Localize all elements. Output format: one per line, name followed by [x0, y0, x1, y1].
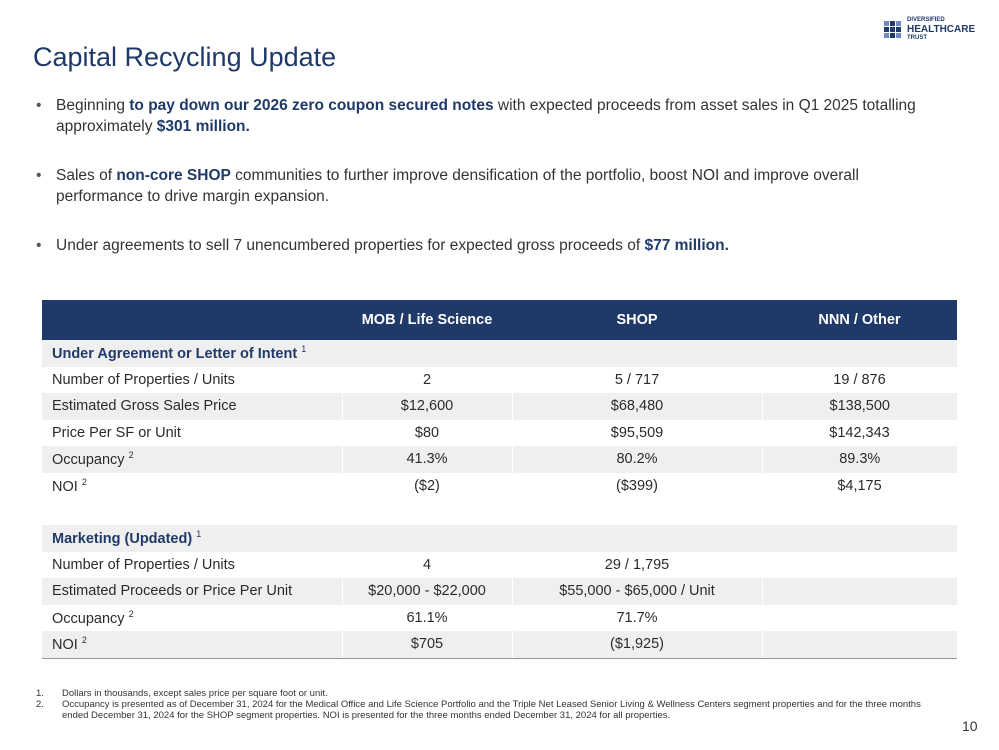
table-cell: 29 / 1,795 — [604, 556, 670, 573]
logo-line1: DIVERSIFIED — [907, 17, 945, 23]
table-row: Price Per SF or Unit $80 $95,509 $142,343 — [42, 420, 957, 447]
table-cell: 5 / 717 — [614, 371, 660, 388]
table-cell: $55,000 - $65,000 / Unit — [511, 578, 762, 605]
col-header-nnn: NNN / Other — [762, 300, 957, 340]
row-label: NOI 2 — [42, 631, 342, 659]
row-label: Estimated Gross Sales Price — [42, 393, 342, 420]
table-cell: $95,509 — [610, 424, 664, 441]
table-cell: ($399) — [616, 477, 658, 494]
table-cell: $705 — [341, 631, 512, 659]
table-cell — [761, 631, 957, 659]
table-cell: ($2) — [414, 477, 440, 494]
col-header-mob: MOB / Life Science — [342, 300, 512, 340]
table-cell — [762, 552, 957, 579]
col-header-shop: SHOP — [512, 300, 762, 340]
table-cell: $68,480 — [511, 393, 762, 420]
bullet-list: Beginning to pay down our 2026 zero coup… — [36, 95, 916, 284]
logo-mark-icon — [884, 21, 901, 38]
table-cell: 71.7% — [616, 609, 658, 626]
table-cell: $12,600 — [341, 393, 512, 420]
table-row: Number of Properties / Units 2 5 / 717 19 /… — [42, 367, 957, 394]
table-cell: $138,500 — [761, 393, 957, 420]
table-cell: $80 — [414, 424, 440, 441]
bullet-item: Sales of non-core SHOP communities to fu… — [36, 165, 916, 207]
asset-sales-table: MOB / Life Science SHOP NNN / Other Unde… — [42, 300, 957, 659]
bullet-item: Beginning to pay down our 2026 zero coup… — [36, 95, 916, 137]
table-row: Estimated Gross Sales Price $12,600 $68,48… — [42, 393, 957, 420]
table-cell: 2 — [422, 371, 432, 388]
footnote: 1. Dollars in thousands, except sales pri… — [36, 688, 328, 699]
table-row: Occupancy 2 41.3% 80.2% 89.3% — [42, 446, 957, 473]
table-header-row: MOB / Life Science SHOP NNN / Other — [42, 300, 957, 340]
table-row: Number of Properties / Units 4 29 / 1,795 — [42, 552, 957, 579]
section-header-row: Under Agreement or Letter of Intent 1 — [42, 340, 957, 367]
row-label: Occupancy 2 — [42, 446, 342, 473]
table-cell: 4 — [422, 556, 432, 573]
table-row: Occupancy 2 61.1% 71.7% — [42, 605, 957, 632]
row-label: Occupancy 2 — [52, 608, 134, 627]
footnote: 2. Occupancy is presented as of December … — [36, 699, 921, 721]
table-cell: $4,175 — [837, 477, 882, 494]
table-cell: $142,343 — [829, 424, 890, 441]
table-cell: 80.2% — [511, 446, 762, 473]
table-cell: 89.3% — [761, 446, 957, 473]
logo-line3: TRUST — [907, 35, 927, 41]
table-row: NOI 2 ($2) ($399) $4,175 — [42, 473, 957, 500]
table-row: Estimated Proceeds or Price Per Unit $20,… — [42, 578, 957, 605]
table-cell: $20,000 - $22,000 — [341, 578, 512, 605]
table-cell: 41.3% — [341, 446, 512, 473]
footnotes: 1. Dollars in thousands, except sales pri… — [36, 688, 936, 721]
table-cell: ($1,925) — [511, 631, 762, 659]
company-logo: DIVERSIFIED HEALTHCARE TRUST — [884, 17, 975, 42]
row-label: Estimated Proceeds or Price Per Unit — [42, 578, 342, 605]
table-row: NOI 2 $705 ($1,925) — [42, 631, 957, 659]
table-cell: 19 / 876 — [833, 371, 886, 388]
table-cell — [761, 578, 957, 605]
page-title: Capital Recycling Update — [33, 42, 337, 72]
table-cell: 61.1% — [406, 609, 448, 626]
section-header-row: Marketing (Updated) 1 — [42, 525, 957, 552]
row-label: Price Per SF or Unit — [52, 424, 181, 441]
table-cell — [762, 605, 957, 632]
row-label: Number of Properties / Units — [52, 556, 235, 573]
logo-line2: HEALTHCARE — [907, 24, 976, 35]
page-number: 10 — [962, 718, 978, 734]
row-label: Number of Properties / Units — [52, 371, 235, 388]
bullet-item: Under agreements to sell 7 unencumbered … — [36, 235, 916, 256]
row-label: NOI 2 — [52, 476, 87, 495]
